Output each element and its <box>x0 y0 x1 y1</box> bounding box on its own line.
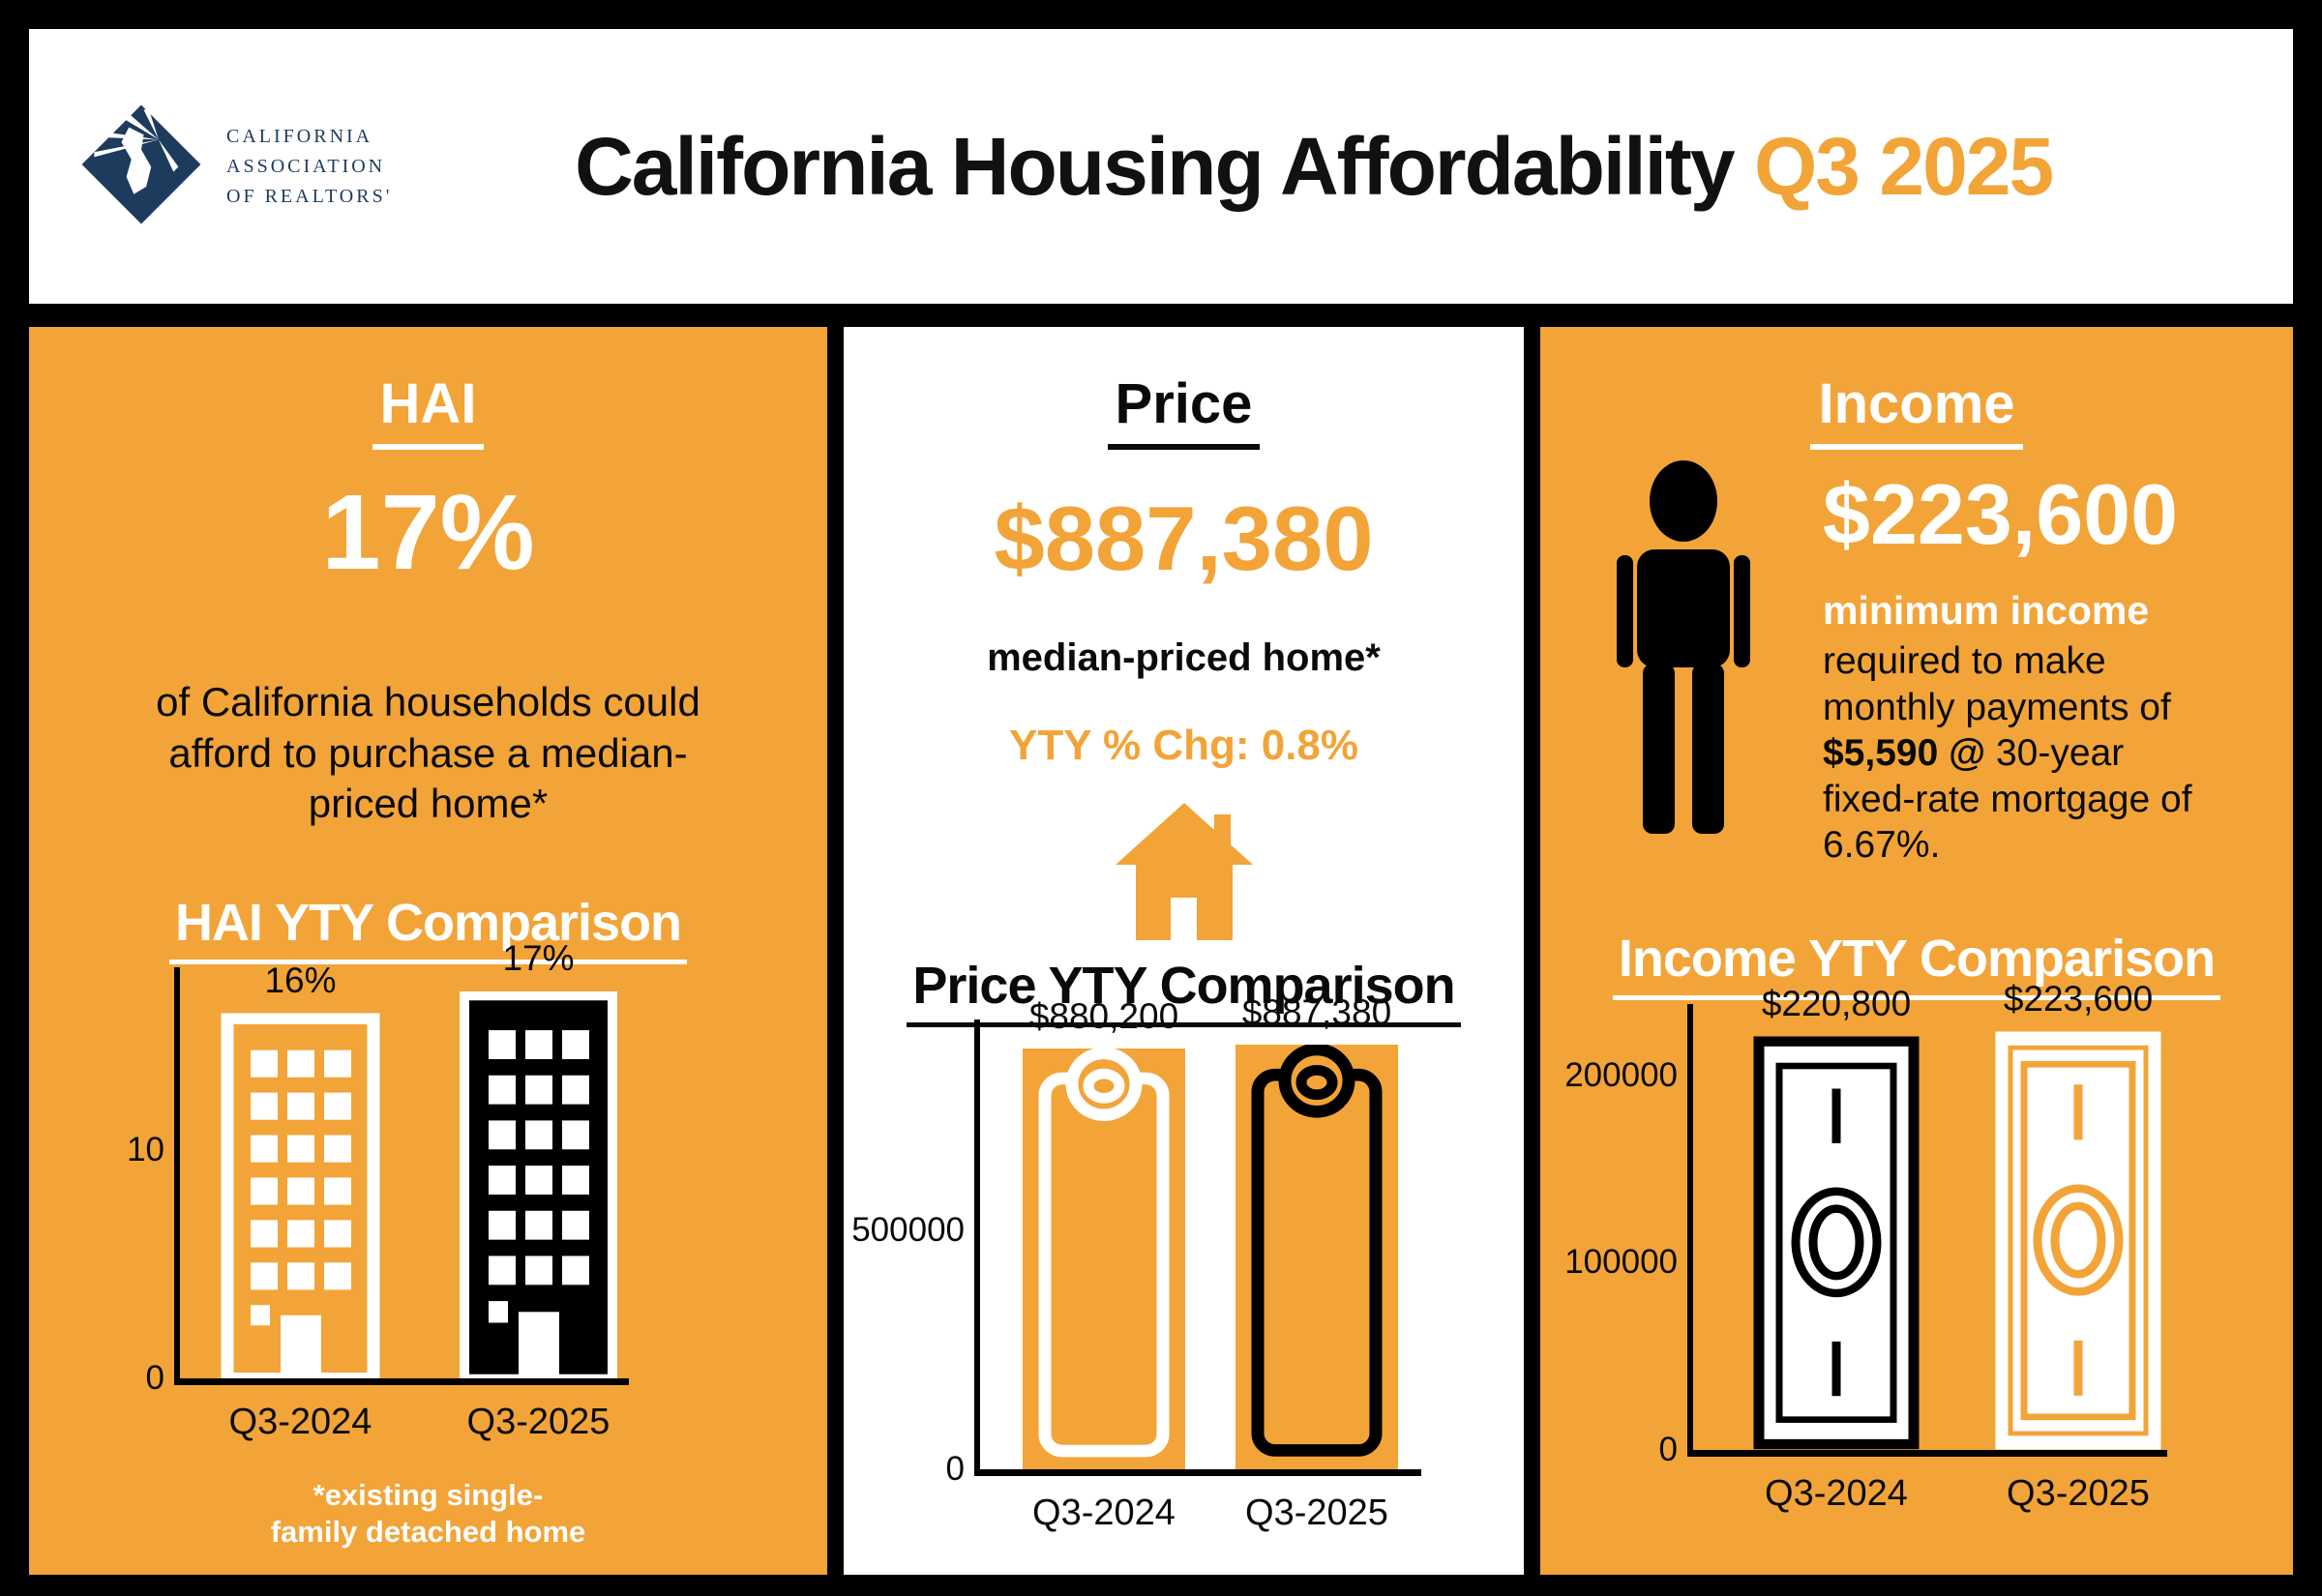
hai-xlabel-q3-2024: Q3-2024 <box>228 1402 372 1442</box>
bar-value-label: 16% <box>264 961 337 1001</box>
panel-price: Price $887,380 median-priced home* YTY %… <box>844 327 1524 1575</box>
hai-footnote: *existing single- family detached home <box>270 1477 586 1550</box>
logo-line-3: OF REALTORS' <box>226 185 393 207</box>
building-icon <box>460 990 617 1378</box>
income-big-value: $223,600 <box>1823 466 2179 562</box>
price-caption: median-priced home* <box>987 636 1381 679</box>
page-title-main: California Housing Affordability <box>575 120 1736 212</box>
logo-line-1: CALIFORNIA <box>226 125 373 147</box>
income-desc-pre: required to make monthly payments of <box>1823 640 2171 728</box>
price-yty-chart: 500000 0 $880,200 $887,380 <box>851 992 1421 1533</box>
income-desc-bold: $5,590 @ <box>1823 732 1986 775</box>
price-ytick-500000: 500000 <box>851 1210 965 1249</box>
price-xlabel-q3-2024: Q3-2024 <box>1032 1493 1176 1533</box>
income-description: minimum income required to make monthly p… <box>1823 586 2218 869</box>
hai-chart-title: HAI YTY Comparison <box>29 893 827 964</box>
bar-value-label: $223,600 <box>2003 978 2154 1019</box>
price-tag-icon <box>1251 1045 1383 1457</box>
dollar-bill-icon <box>1753 1036 1920 1450</box>
header: CALIFORNIA ASSOCIATION OF REALTORS' Cali… <box>29 29 2293 304</box>
income-ytick-100000: 100000 <box>1564 1243 1678 1282</box>
bar-value-label: $220,800 <box>1761 984 1912 1024</box>
car-logo-icon <box>79 103 203 231</box>
income-yty-chart: 200000 100000 0 $220,800 $223,600 <box>1564 979 2167 1514</box>
bar-value-label: $880,200 <box>1028 995 1179 1036</box>
hai-bar-q3-2024: 16% <box>221 961 380 1378</box>
logo-line-2: ASSOCIATION <box>226 155 386 177</box>
hai-ytick-10: 10 <box>127 1130 164 1168</box>
hai-bar-q3-2025: 17% <box>459 938 618 1378</box>
price-bar-q3-2024: $880,200 <box>1023 996 1185 1469</box>
panels: HAI 17% of California households could a… <box>29 327 2293 1575</box>
price-big-value: $887,380 <box>994 488 1374 589</box>
income-bar-q3-2024: $220,800 <box>1753 984 1920 1450</box>
price-yty-change: YTY % Chg: 0.8% <box>1008 722 1359 769</box>
income-xlabel-q3-2024: Q3-2024 <box>1765 1473 1908 1514</box>
dollar-bill-icon <box>1995 1031 2161 1450</box>
income-xlabel-q3-2025: Q3-2025 <box>2007 1473 2150 1514</box>
price-ytick-0: 0 <box>945 1450 965 1488</box>
price-xlabel-q3-2025: Q3-2025 <box>1245 1493 1388 1533</box>
hai-big-value: 17% <box>321 473 535 592</box>
price-bar-q3-2025: $887,380 <box>1235 992 1398 1469</box>
panel-income: Income $223,600 minimum income required t <box>1540 327 2293 1575</box>
price-heading: Price <box>844 371 1524 450</box>
hai-heading: HAI <box>29 371 827 450</box>
bar-value-label: $887,380 <box>1241 992 1392 1033</box>
income-ytick-200000: 200000 <box>1564 1055 1678 1094</box>
income-heading: Income <box>1540 371 2293 450</box>
income-desc-post: 30-year fixed-rate mortgage of 6.67%. <box>1823 732 2192 867</box>
price-tag-icon <box>1038 1048 1170 1457</box>
hai-description: of California households could afford to… <box>156 679 700 826</box>
hai-yty-chart: 10 0 16% <box>127 938 629 1442</box>
page-title: California Housing Affordability Q3 2025 <box>392 120 2293 214</box>
income-ytick-0: 0 <box>1658 1431 1678 1468</box>
page-title-quarter: Q3 2025 <box>1753 120 2054 212</box>
car-logo-text: CALIFORNIA ASSOCIATION OF REALTORS' <box>226 122 392 212</box>
hai-xlabel-q3-2025: Q3-2025 <box>466 1402 610 1442</box>
house-icon <box>1112 799 1257 947</box>
building-icon <box>221 1013 380 1378</box>
panel-hai: HAI 17% of California households could a… <box>29 327 827 1575</box>
income-desc-highlight: minimum income <box>1823 588 2150 633</box>
person-icon <box>1600 458 1767 926</box>
hai-ytick-0: 0 <box>145 1359 164 1397</box>
income-chart-title: Income YTY Comparison <box>1540 929 2293 1000</box>
price-chart-title: Price YTY Comparison <box>844 956 1524 1027</box>
income-bar-q3-2025: $223,600 <box>1995 979 2161 1450</box>
car-logo: CALIFORNIA ASSOCIATION OF REALTORS' <box>79 103 392 231</box>
bar-value-label: 17% <box>502 937 575 978</box>
